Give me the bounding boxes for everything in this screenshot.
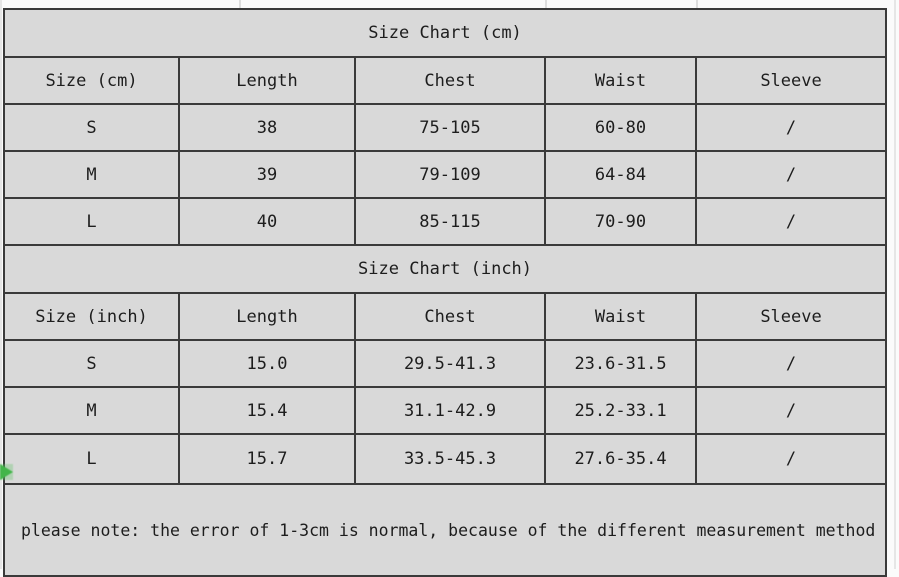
data-cell: 31.1-42.9 — [354, 386, 546, 435]
inch-table-title: Size Chart (inch) — [2, 244, 888, 294]
inch-row-m: M 15.4 31.1-42.9 25.2-33.1 / — [3, 386, 888, 435]
gridline — [894, 0, 896, 569]
gridline — [545, 0, 547, 8]
note-text: please note: the error of 1-3cm is norma… — [2, 483, 888, 577]
cm-row-l: L 40 85-115 70-90 / — [3, 197, 888, 246]
cm-row-m: M 39 79-109 64-84 / — [3, 150, 888, 199]
data-cell: 25.2-33.1 — [544, 386, 697, 435]
data-cell: 38 — [178, 103, 356, 152]
data-cell: / — [694, 339, 888, 388]
inch-header-row: Size (inch) Length Chest Waist Sleeve — [3, 292, 888, 341]
inch-row-l: L 15.7 33.5-45.3 27.6-35.4 / — [3, 433, 888, 485]
data-cell: M — [3, 150, 180, 199]
inch-title-row: Size Chart (inch) — [2, 244, 888, 294]
data-cell: 40 — [178, 197, 356, 246]
data-cell: M — [3, 386, 180, 435]
data-cell: / — [694, 103, 888, 152]
data-cell: 75-105 — [354, 103, 546, 152]
note-row: please note: the error of 1-3cm is norma… — [2, 483, 888, 577]
data-cell: 27.6-35.4 — [544, 433, 697, 485]
data-cell: L — [3, 433, 180, 485]
inch-row-s: S 15.0 29.5-41.3 23.6-31.5 / — [3, 339, 888, 388]
gridline — [0, 0, 2, 569]
data-cell: 64-84 — [544, 150, 697, 199]
inch-header-waist: Waist — [544, 292, 697, 341]
cm-header-size: Size (cm) — [3, 56, 180, 105]
cm-header-waist: Waist — [544, 56, 697, 105]
gridline — [239, 0, 241, 8]
cm-table-title: Size Chart (cm) — [2, 8, 888, 58]
inch-header-length: Length — [178, 292, 356, 341]
data-cell: 15.0 — [178, 339, 356, 388]
cm-title-row: Size Chart (cm) — [2, 8, 888, 58]
inch-header-size: Size (inch) — [3, 292, 180, 341]
cm-header-chest: Chest — [354, 56, 546, 105]
data-cell: 23.6-31.5 — [544, 339, 697, 388]
data-cell: 33.5-45.3 — [354, 433, 546, 485]
data-cell: S — [3, 339, 180, 388]
data-cell: S — [3, 103, 180, 152]
data-cell: L — [3, 197, 180, 246]
data-cell: 29.5-41.3 — [354, 339, 546, 388]
data-cell: 70-90 — [544, 197, 697, 246]
data-cell: / — [694, 433, 888, 485]
cm-header-length: Length — [178, 56, 356, 105]
inch-header-chest: Chest — [354, 292, 546, 341]
inch-header-sleeve: Sleeve — [694, 292, 888, 341]
data-cell: 15.7 — [178, 433, 356, 485]
data-cell: / — [694, 197, 888, 246]
gridline — [696, 0, 698, 8]
data-cell: 60-80 — [544, 103, 697, 152]
size-chart-table: Size Chart (cm) Size (cm) Length Chest W… — [2, 8, 888, 577]
cm-header-sleeve: Sleeve — [694, 56, 888, 105]
cm-header-row: Size (cm) Length Chest Waist Sleeve — [3, 56, 888, 105]
data-cell: / — [694, 150, 888, 199]
green-corner-marker-icon — [0, 464, 13, 480]
data-cell: 39 — [178, 150, 356, 199]
data-cell: 15.4 — [178, 386, 356, 435]
data-cell: 79-109 — [354, 150, 546, 199]
data-cell: / — [694, 386, 888, 435]
data-cell: 85-115 — [354, 197, 546, 246]
cm-row-s: S 38 75-105 60-80 / — [3, 103, 888, 152]
